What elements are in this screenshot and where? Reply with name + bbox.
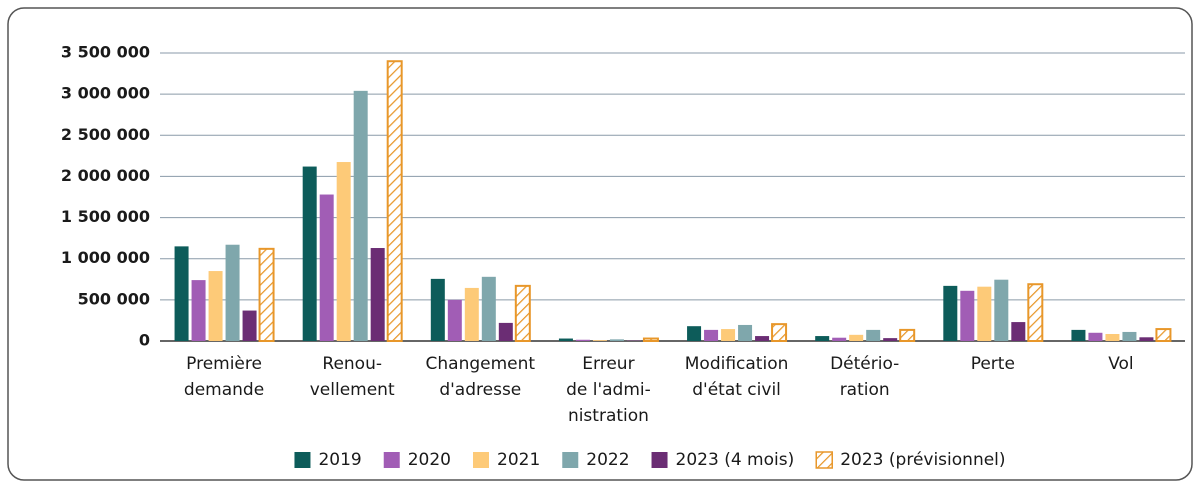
x-tick-label: nistration <box>568 406 649 426</box>
bar <box>319 194 334 341</box>
x-tick-label: d'état civil <box>692 380 781 400</box>
bar <box>899 328 916 342</box>
legend-swatch <box>383 452 400 468</box>
x-tick-label: d'adresse <box>439 380 521 400</box>
legend-swatch <box>294 452 311 468</box>
legend: 2019 2020 2021 2022 2023 (4 mois) 2023 (prévi… <box>294 450 1006 470</box>
x-tick-label: Vol <box>1108 354 1133 374</box>
x-tick-label: Erreur <box>582 354 634 374</box>
bar <box>1122 331 1137 341</box>
legend-label: 2022 <box>586 450 629 470</box>
legend-swatch <box>473 452 489 468</box>
bar <box>498 322 513 341</box>
y-tick-label: 0 <box>139 331 150 350</box>
bar <box>1011 322 1026 341</box>
bar <box>994 279 1009 341</box>
x-tick-label: Renou- <box>322 354 382 374</box>
bar <box>738 324 753 341</box>
y-tick-label: 3 000 000 <box>61 84 150 103</box>
bar <box>960 290 975 341</box>
x-tick-label: Perte <box>971 354 1015 374</box>
legend-label: 2023 (4 mois) <box>676 450 795 470</box>
x-tick-label: ration <box>840 380 890 400</box>
bar <box>815 336 830 341</box>
legend-swatch <box>651 452 668 468</box>
bar <box>771 323 788 343</box>
y-tick-label: 500 000 <box>78 289 150 308</box>
bar <box>258 247 275 342</box>
bar <box>866 329 881 341</box>
bar <box>642 337 659 343</box>
bar <box>464 287 479 341</box>
bar <box>755 336 770 341</box>
y-tick-label: 2 000 000 <box>61 166 150 185</box>
bar <box>704 329 719 341</box>
y-tick-label: 1 000 000 <box>61 248 150 267</box>
bar <box>302 166 317 341</box>
bar <box>721 329 736 341</box>
bar <box>977 286 992 341</box>
legend-swatch <box>815 451 833 469</box>
bar <box>558 338 573 341</box>
x-tick-label: Modification <box>685 354 789 374</box>
bar <box>225 244 240 341</box>
x-tick-label: Première <box>186 354 262 374</box>
bar <box>353 90 368 341</box>
card <box>7 7 1193 481</box>
x-tick-label: Détério- <box>830 354 899 374</box>
bar <box>191 280 206 341</box>
x-tick-label: de l'admi- <box>566 380 651 400</box>
bar <box>481 276 496 341</box>
bar <box>1155 328 1172 343</box>
x-tick-label: demande <box>184 380 264 400</box>
bar <box>430 278 445 341</box>
bar <box>883 338 898 341</box>
bar <box>575 339 590 341</box>
legend-label: 2020 <box>408 450 451 470</box>
bar <box>849 334 864 341</box>
y-tick-label: 2 500 000 <box>61 125 150 144</box>
bar <box>447 299 462 341</box>
bar <box>1071 329 1086 341</box>
bar <box>336 162 351 341</box>
legend-swatch <box>562 452 579 468</box>
bar <box>514 284 531 342</box>
legend-label: 2019 <box>318 450 361 470</box>
bar <box>174 246 189 341</box>
legend-label: 2021 <box>497 450 540 470</box>
bar <box>609 339 624 341</box>
y-tick-label: 1 500 000 <box>61 207 150 226</box>
bar <box>1027 283 1044 343</box>
bar <box>370 248 385 341</box>
bar <box>242 310 257 341</box>
bar <box>832 337 847 341</box>
legend-label: 2023 (prévisionnel) <box>840 450 1005 470</box>
bar <box>592 340 607 341</box>
bar <box>386 60 403 342</box>
x-tick-label: Changement <box>426 354 536 374</box>
bar <box>208 271 223 341</box>
bar <box>1139 337 1154 341</box>
bar <box>1105 334 1120 341</box>
bar <box>943 285 958 341</box>
bar <box>687 326 702 341</box>
y-tick-label: 3 500 000 <box>61 43 150 62</box>
bar <box>1088 332 1103 341</box>
x-tick-label: vellement <box>310 380 395 400</box>
